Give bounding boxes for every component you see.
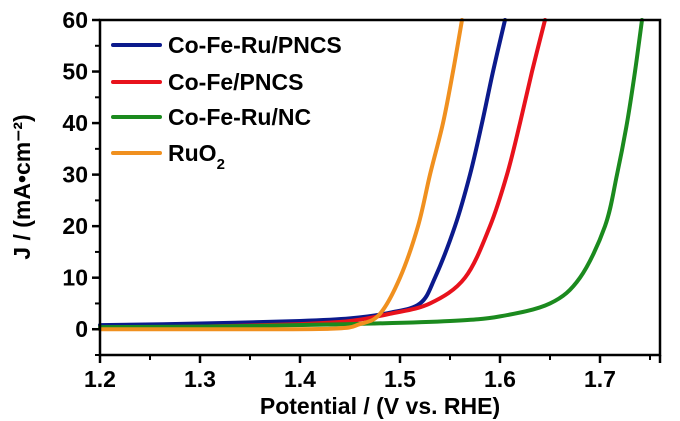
x-tick-label: 1.5	[384, 366, 416, 392]
plot-frame	[98, 18, 662, 357]
series-line-0	[98, 18, 507, 328]
y-tick-label: 10	[62, 265, 88, 291]
x-tick-label: 1.7	[584, 366, 616, 392]
legend-label-2: Co-Fe-Ru/NC	[168, 104, 311, 130]
y-tick-label: 50	[62, 59, 88, 85]
y-tick-label: 0	[75, 316, 88, 342]
x-tick-label: 1.3	[184, 366, 216, 392]
x-tick-label: 1.6	[484, 366, 516, 392]
axes: 1.2 1.3 1.4 1.5 1.6 1.7 0 10 20 30 40 50 60	[62, 7, 662, 392]
x-tick-label: 1.4	[284, 366, 316, 392]
legend-label-main: RuO	[168, 140, 217, 166]
legend-label-3: RuO2	[168, 140, 225, 173]
y-tick-label: 60	[62, 7, 88, 33]
legend: Co-Fe-Ru/PNCS Co-Fe/PNCS Co-Fe-Ru/NC RuO2	[111, 32, 342, 173]
series-line-2	[98, 18, 644, 330]
y-axis-label: J / (mA•cm⁻²)	[9, 114, 35, 259]
legend-label-1: Co-Fe/PNCS	[168, 69, 303, 95]
legend-label-subscript: 2	[217, 156, 225, 173]
series-line-3	[98, 18, 464, 332]
curves	[98, 18, 644, 332]
x-tick-label: 1.2	[84, 366, 116, 392]
y-tick-label: 30	[62, 162, 88, 188]
y-tick-label: 40	[62, 110, 88, 136]
y-tick-label: 20	[62, 213, 88, 239]
legend-label-0: Co-Fe-Ru/PNCS	[168, 32, 342, 58]
series-line-1	[98, 18, 547, 330]
x-axis-label: Potential / (V vs. RHE)	[260, 393, 500, 419]
